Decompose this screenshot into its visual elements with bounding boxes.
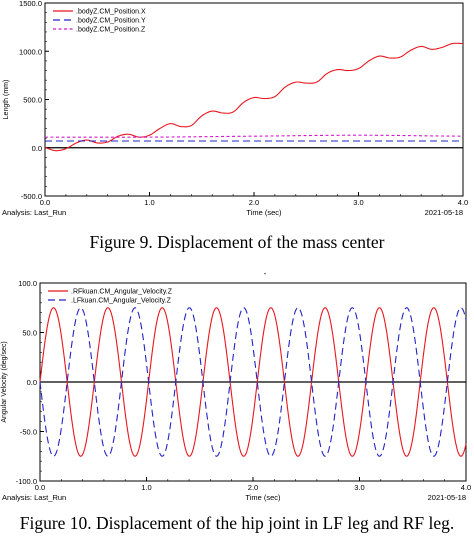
- analysis-label: Analysis: Last_Run: [2, 208, 66, 217]
- x-tick-label: 4.0: [461, 483, 471, 492]
- figure-9-caption: Figure 9. Displacement of the mass cente…: [89, 232, 385, 252]
- series-line-1: [44, 42, 464, 152]
- legend-label-2: .bodyZ.CM_Position.Y: [76, 18, 146, 25]
- x-tick-label: 4.0: [458, 198, 468, 207]
- y-axis-label: Angular Velocity (deg/sec): [1, 341, 8, 422]
- x-tick-label: 0.0: [40, 198, 50, 207]
- x-tick-label: 1.0: [141, 483, 151, 492]
- date-label: 2021-05-18: [425, 208, 463, 217]
- y-axis-label: Length (mm): [3, 80, 10, 120]
- analysis-label: Analysis: Last_Run: [2, 493, 66, 502]
- date-label: 2021-05-18: [428, 493, 466, 502]
- x-axis-label: Time (sec): [246, 208, 282, 217]
- top-mark: -: [264, 269, 267, 278]
- series-line-3: [44, 134, 464, 138]
- chart-hip-angular-velocity: -100.0 -50.0 0.0 50.0 100.0 0.0 1.0 2.0 3.0 4.0 An…: [1, 269, 471, 502]
- y-tick-label: 1000.0: [19, 47, 42, 56]
- x-tick-label: 2.0: [248, 483, 258, 492]
- series-line-2: [39, 307, 467, 457]
- y-tick-label: -50.0: [20, 428, 37, 437]
- legend-label-3: .bodyZ.CM_Position.Z: [76, 27, 146, 34]
- figure-10-caption: Figure 10. Displacement of the hip joint…: [19, 513, 455, 533]
- x-tick-label: 1.0: [144, 198, 154, 207]
- legend-label-2: .LFkuan.CM_Angular_Velocity.Z: [71, 298, 172, 305]
- legend-label-1: .RFkuan.CM_Angular_Velocity.Z: [71, 289, 173, 296]
- y-tick-label: -100.0: [16, 477, 37, 486]
- y-tick-label: 0.0: [32, 144, 42, 153]
- y-tick-label: 100.0: [18, 279, 37, 288]
- y-tick-label: 0.0: [27, 378, 37, 387]
- x-tick-label: 3.0: [354, 483, 364, 492]
- y-tick-label: 1500.0: [19, 0, 42, 8]
- legend-label-1: .bodyZ.CM_Position.X: [76, 9, 146, 16]
- y-tick-label: 50.0: [22, 329, 37, 338]
- y-tick-label: -500.0: [21, 192, 42, 201]
- series-line-1: [39, 307, 467, 457]
- x-tick-label: 2.0: [249, 198, 259, 207]
- x-tick-label: 0.0: [35, 483, 45, 492]
- x-tick-label: 3.0: [353, 198, 363, 207]
- x-axis-label: Time (sec): [245, 493, 281, 502]
- y-tick-label: 500.0: [23, 96, 42, 105]
